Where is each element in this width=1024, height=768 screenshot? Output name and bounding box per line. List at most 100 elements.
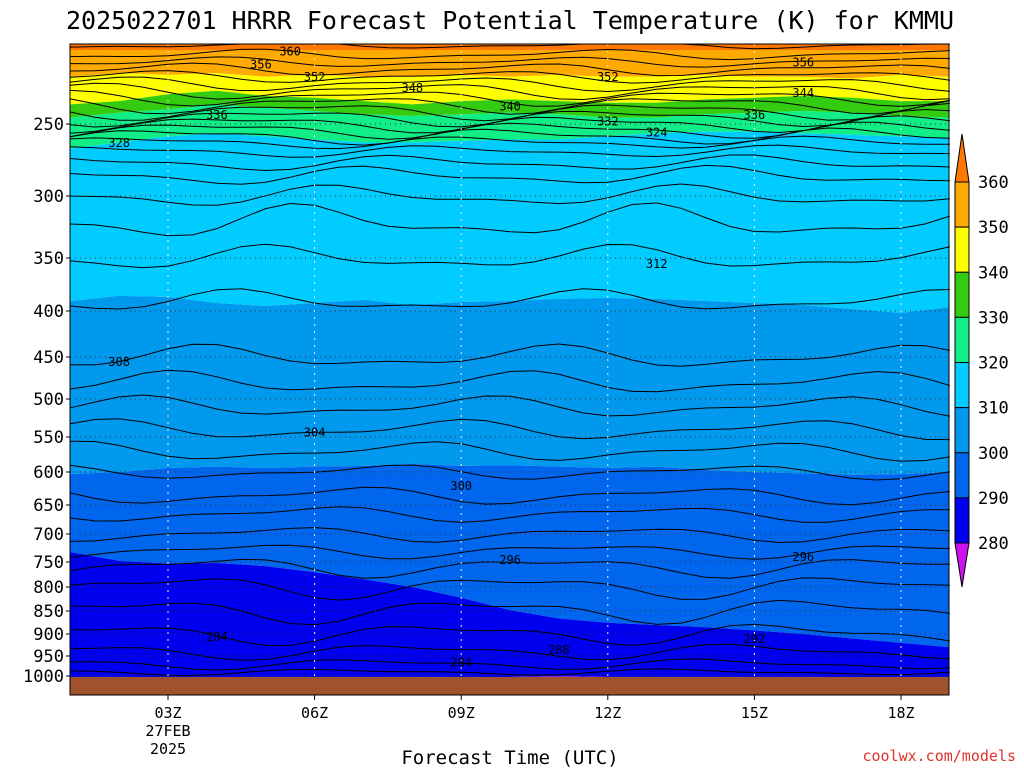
y-tick-label: 450 xyxy=(33,348,64,368)
y-tick-label: 800 xyxy=(33,578,64,598)
x-tick-label: 03Z xyxy=(154,704,181,722)
colorbar-tick-label: 310 xyxy=(978,399,1009,419)
contour-labels: 360 356 356 352 352 348 344 340 336 336 332 328 324 3… xyxy=(108,44,814,670)
contour-line xyxy=(70,183,950,206)
y-tick-label: 900 xyxy=(33,625,64,645)
contour-label: 344 xyxy=(792,86,814,100)
contour-band xyxy=(70,131,950,313)
y-axis: 250 300 350 400 450 500 550 600 650 700 750 800 850 9… xyxy=(23,115,70,687)
contour-label: 356 xyxy=(250,57,272,71)
contour-label: 284 xyxy=(450,656,472,670)
contour-line xyxy=(70,62,950,77)
chart-title: 2025022701 HRRR Forecast Potential Tempe… xyxy=(66,6,954,35)
contour-line xyxy=(70,43,950,50)
colorbar-tick-label: 300 xyxy=(978,444,1009,464)
contour-label: 348 xyxy=(401,81,423,95)
colorbar-segment xyxy=(954,181,970,228)
y-tick-label: 400 xyxy=(33,302,64,322)
contour-label: 292 xyxy=(744,632,766,646)
x-axis-label: Forecast Time (UTC) xyxy=(401,747,618,768)
contour-band xyxy=(70,104,950,149)
contour-line xyxy=(70,48,950,61)
colorbar-segment xyxy=(954,316,970,363)
contour-band xyxy=(70,295,950,475)
terrain-ground xyxy=(70,677,949,695)
colorbar-arrow-top xyxy=(954,133,970,183)
contour-line xyxy=(70,544,950,560)
colorbar-tick-label: 330 xyxy=(978,308,1009,328)
contour-line xyxy=(70,369,951,393)
contour-label: 336 xyxy=(744,108,766,122)
colorbar-tick-label: 360 xyxy=(978,173,1009,193)
colorbar-segment xyxy=(954,407,970,454)
y-tick-label: 250 xyxy=(33,115,64,135)
gridlines xyxy=(70,44,949,677)
contour-label: 308 xyxy=(108,355,130,369)
colorbar-segment xyxy=(954,271,970,318)
y-tick-label: 750 xyxy=(33,553,64,573)
contour-line xyxy=(70,527,950,544)
contour-line xyxy=(70,164,950,185)
y-tick-label: 950 xyxy=(33,647,64,667)
contour-line xyxy=(70,464,950,481)
contour-label: 340 xyxy=(499,100,521,114)
y-tick-label: 850 xyxy=(33,602,64,622)
contour-line xyxy=(70,658,950,671)
y-tick-label: 350 xyxy=(33,249,64,269)
y-tick-label: 300 xyxy=(33,187,64,207)
contour-line xyxy=(70,643,950,661)
x-tick-label: 12Z xyxy=(594,704,621,722)
x-tick-label: 15Z xyxy=(741,704,768,722)
y-tick-label: 1000 xyxy=(23,667,64,687)
contour-label: 356 xyxy=(792,56,814,70)
contour-label: 284 xyxy=(206,630,228,644)
contour-line xyxy=(70,343,950,367)
contour-label: 352 xyxy=(304,70,326,84)
contour-line xyxy=(70,506,950,523)
contour-label: 296 xyxy=(792,550,814,564)
contour-line xyxy=(70,70,950,84)
plot-area: 360 356 356 352 352 348 344 340 336 336 332 328 324 3… xyxy=(0,42,955,696)
x-tick-sublabel: 2025 xyxy=(150,740,186,758)
mask-right xyxy=(949,42,955,679)
contour-label: 332 xyxy=(597,114,619,128)
colorbar-segment xyxy=(954,226,970,273)
x-tick-label: 06Z xyxy=(301,704,328,722)
contour-lines xyxy=(70,43,951,676)
mask-left xyxy=(0,42,70,679)
colorbar-segment xyxy=(954,362,970,409)
colorbar-segment xyxy=(954,452,970,499)
colorbar-arrow-bottom xyxy=(954,542,970,588)
contour-line xyxy=(70,440,950,462)
contour-line xyxy=(70,288,950,310)
contour-band xyxy=(70,463,950,648)
y-tick-label: 500 xyxy=(33,390,64,410)
contour-label: 296 xyxy=(499,553,521,567)
colorbar-tick-label: 350 xyxy=(978,218,1009,238)
y-tick-label: 700 xyxy=(33,525,64,545)
y-tick-label: 650 xyxy=(33,496,64,516)
contour-line xyxy=(70,144,950,158)
plot-frame xyxy=(69,43,950,696)
colorbar-segment xyxy=(954,497,970,544)
contour-line xyxy=(70,668,950,676)
contour-line xyxy=(70,577,950,601)
contour-line xyxy=(70,154,950,172)
contour-line xyxy=(70,56,950,68)
contour-line xyxy=(70,89,950,107)
colorbar: 280 290 300 310 320 330 340 350 360 xyxy=(954,133,1009,588)
colorbar-tick-label: 340 xyxy=(978,263,1009,283)
contour-line xyxy=(70,486,950,506)
contour-line xyxy=(70,98,951,115)
terrain-band xyxy=(70,677,949,695)
x-tick-sublabel: 27FEB xyxy=(145,722,190,740)
contour-line xyxy=(70,82,950,101)
colorbar-tick-label: 280 xyxy=(978,534,1009,554)
contour-line xyxy=(70,623,950,647)
contour-label: 336 xyxy=(206,108,228,122)
contour-line xyxy=(70,243,951,269)
colorbar-tick-label: 320 xyxy=(978,354,1009,374)
credit-text: coolwx.com/models xyxy=(862,747,1016,765)
contour-label: 304 xyxy=(304,425,326,439)
y-tick-label: 550 xyxy=(33,428,64,448)
